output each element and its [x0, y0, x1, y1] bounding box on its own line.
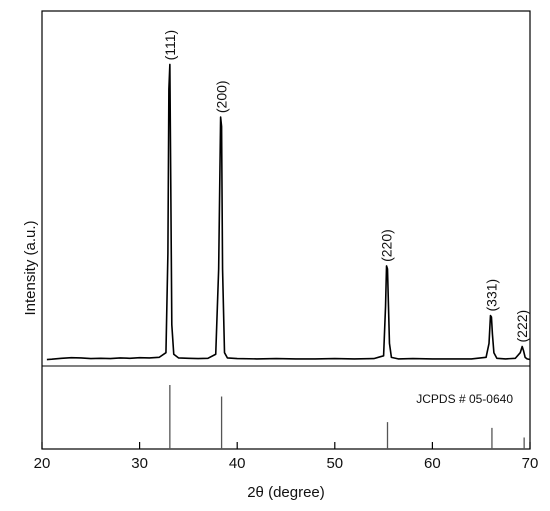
xrd-pattern-line [46, 63, 531, 361]
peak-labels: (111) (200) (220) (331) (222) [162, 30, 530, 343]
reference-label: JCPDS # 05-0640 [416, 392, 513, 406]
peak-label-4: (222) [514, 310, 530, 343]
x-axis-ticks: 20 30 40 50 60 70 [34, 442, 539, 472]
x-tick-label-50: 50 [326, 455, 343, 472]
x-tick-label-20: 20 [34, 455, 51, 472]
y-axis-title: Intensity (a.u.) [22, 220, 39, 315]
peak-label-3: (331) [483, 279, 499, 312]
plot-frame [41, 10, 531, 450]
x-tick-label-30: 30 [131, 455, 148, 472]
x-axis-title: 2θ (degree) [247, 484, 325, 501]
peak-label-2: (220) [379, 229, 395, 262]
peak-label-1: (200) [214, 80, 230, 113]
x-tick-label-40: 40 [229, 455, 246, 472]
x-tick-label-60: 60 [424, 455, 441, 472]
x-tick-label-70: 70 [522, 455, 539, 472]
reference-sticks [169, 385, 525, 449]
peak-label-0: (111) [162, 30, 178, 61]
